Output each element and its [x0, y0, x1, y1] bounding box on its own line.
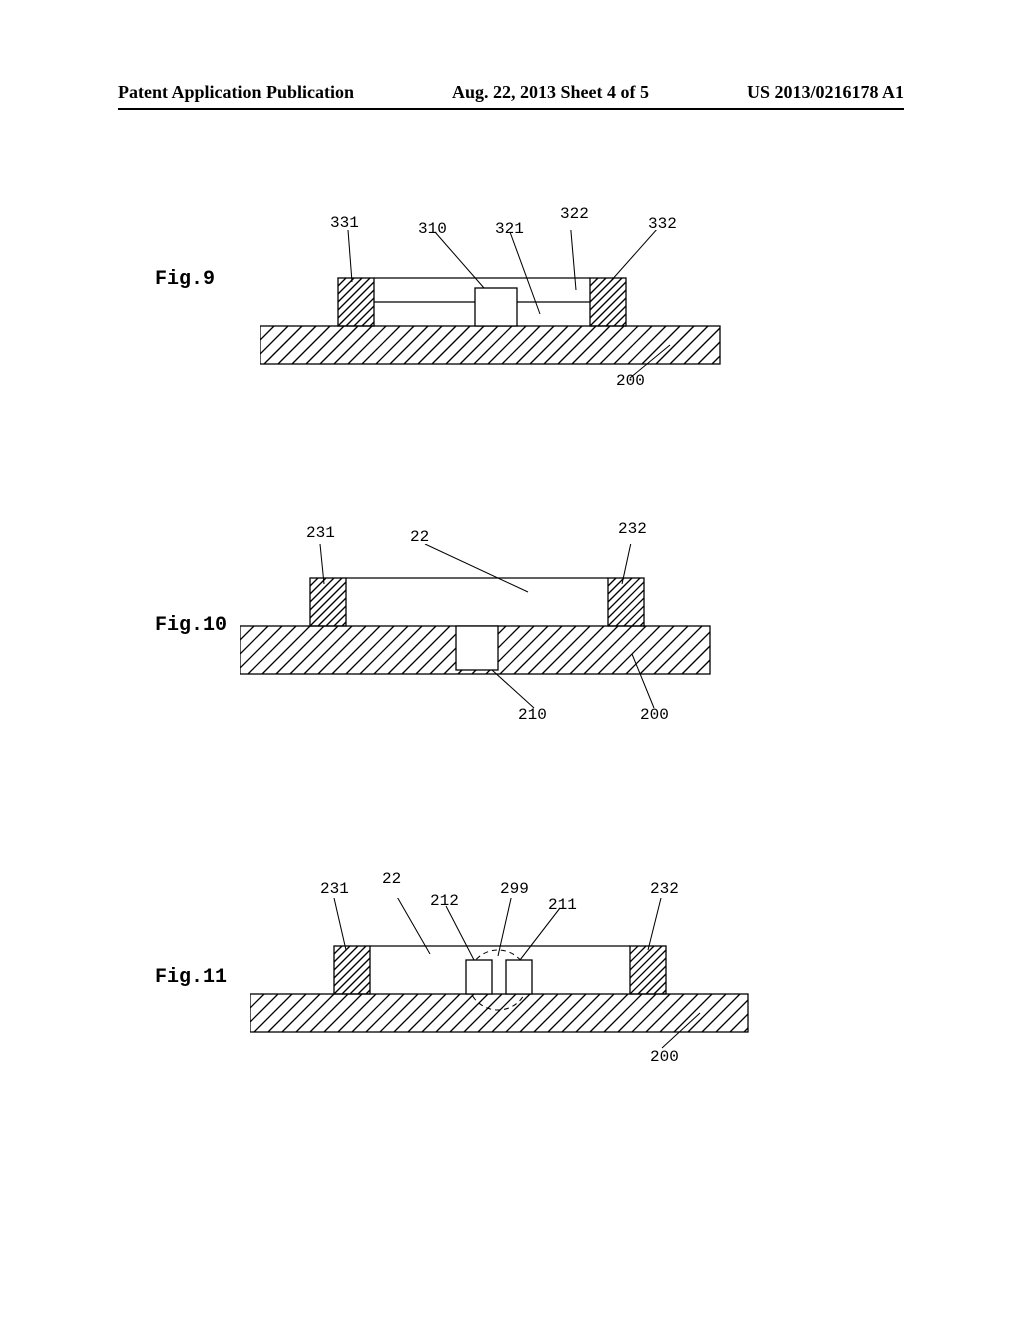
- ref-label: 322: [560, 205, 589, 223]
- figure-11-drawing: [250, 898, 760, 1068]
- ref-label: 231: [320, 880, 349, 898]
- figure-10-drawing: [240, 544, 730, 724]
- ref-label: 232: [650, 880, 679, 898]
- ref-label: 232: [618, 520, 647, 538]
- page-header: Patent Application Publication Aug. 22, …: [118, 82, 904, 103]
- ref-label: 22: [382, 870, 401, 888]
- figure-label-10: Fig.10: [155, 614, 227, 637]
- header-center: Aug. 22, 2013 Sheet 4 of 5: [452, 82, 649, 103]
- figure-9-drawing: [260, 230, 730, 410]
- figure-label-9: Fig.9: [155, 268, 215, 291]
- header-right: US 2013/0216178 A1: [747, 82, 904, 103]
- header-divider: [118, 108, 904, 110]
- ref-label: 231: [306, 524, 335, 542]
- header-left: Patent Application Publication: [118, 82, 354, 103]
- ref-label: 299: [500, 880, 529, 898]
- figure-label-11: Fig.11: [155, 966, 227, 989]
